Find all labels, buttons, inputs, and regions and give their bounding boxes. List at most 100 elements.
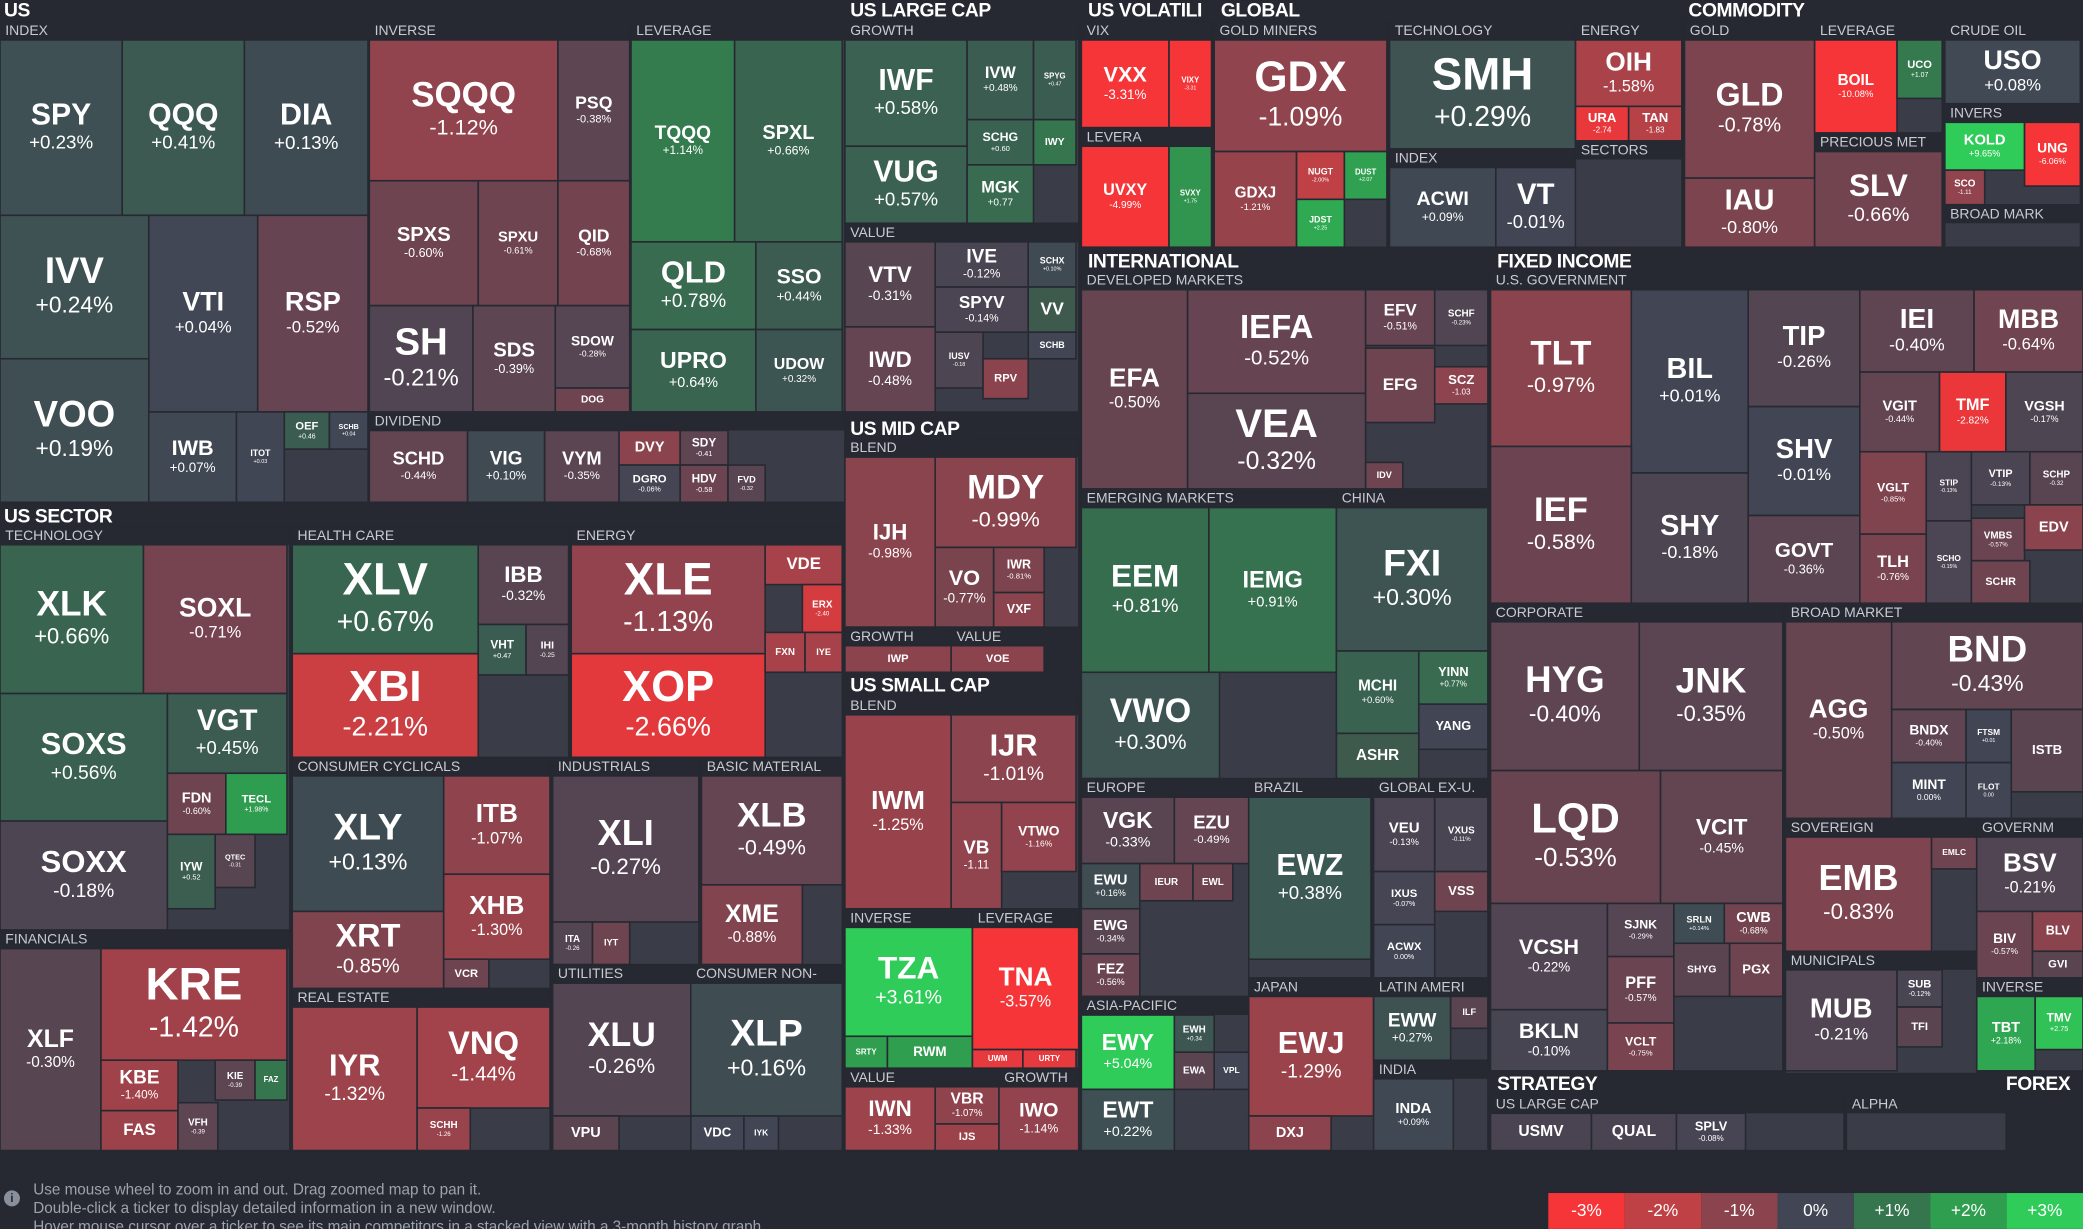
ticker-tile[interactable]: IDV [1364, 461, 1404, 490]
ticker-tile[interactable]: IEUR [1139, 862, 1194, 902]
ticker-tile[interactable]: IJH-0.98% [844, 456, 937, 628]
ticker-tile[interactable]: DVY [618, 429, 681, 466]
ticker-tile[interactable]: SJNK-0.29% [1606, 902, 1675, 958]
ticker-tile[interactable]: VNQ-1.44% [416, 1006, 551, 1109]
ticker-tile[interactable]: IYR-1.32% [291, 1006, 418, 1152]
ticker-tile[interactable]: SVXY+1.75 [1168, 145, 1213, 248]
ticker-tile[interactable]: EWG-0.34% [1080, 907, 1141, 955]
ticker-tile[interactable]: DIA+0.13% [243, 39, 369, 217]
ticker-tile[interactable]: FAZ [254, 1059, 288, 1101]
ticker-tile[interactable]: LQD-0.53% [1489, 769, 1662, 905]
ticker-tile[interactable]: OIH-1.58% [1574, 39, 1683, 108]
ticker-tile[interactable]: GOVT-0.36% [1747, 514, 1861, 605]
ticker-tile[interactable]: FXI+0.30% [1335, 506, 1489, 652]
ticker-tile[interactable]: TAN-1.83 [1627, 105, 1683, 142]
ticker-tile[interactable]: VTWO-1.16% [1000, 801, 1077, 873]
ticker-tile[interactable]: VOE [950, 644, 1045, 674]
ticker-tile[interactable]: SCHX+0.10% [1027, 241, 1077, 288]
ticker-tile[interactable]: IWB+0.07% [147, 411, 238, 504]
ticker-tile[interactable]: AGG-0.50% [1784, 621, 1893, 820]
ticker-tile[interactable]: SDOW-0.28% [554, 304, 631, 389]
ticker-tile[interactable]: IEMG+0.91% [1208, 506, 1338, 674]
ticker-tile[interactable]: SDY-0.41 [679, 429, 729, 466]
ticker-tile[interactable]: KIE-0.39 [214, 1059, 256, 1101]
ticker-tile[interactable]: OEF+0.46 [283, 411, 331, 450]
ticker-tile[interactable]: UWM [971, 1048, 1024, 1069]
ticker-tile[interactable]: UDOW+0.32% [755, 328, 844, 413]
ticker-tile[interactable]: SHYG [1673, 942, 1731, 998]
ticker-tile[interactable]: URTY [1022, 1048, 1077, 1069]
ticker-tile[interactable]: VTIP-0.13% [1970, 450, 2031, 506]
ticker-tile[interactable]: SH-0.21% [368, 304, 474, 413]
ticker-tile[interactable]: HDV-0.58 [679, 464, 729, 504]
ticker-tile[interactable]: IYW+0.52 [166, 833, 217, 910]
ticker-tile[interactable]: EFG [1364, 347, 1436, 424]
ticker-tile[interactable]: VGSH-0.17% [2005, 371, 2083, 453]
ticker-tile[interactable]: HYG-0.40% [1489, 621, 1641, 772]
ticker-tile[interactable]: SRLN +0.14% [1673, 902, 1726, 945]
ticker-tile[interactable]: SOXS+0.56% [0, 692, 169, 822]
ticker-tile[interactable]: VWO+0.30% [1080, 671, 1221, 780]
ticker-tile[interactable]: IBB-0.32% [477, 543, 570, 626]
ticker-tile[interactable]: IWM-1.25% [844, 714, 952, 910]
ticker-tile[interactable]: VXUS-0.11% [1433, 796, 1489, 873]
ticker-tile[interactable]: SCHB [1027, 331, 1077, 360]
ticker-tile[interactable]: USMV [1489, 1112, 1593, 1152]
ticker-tile[interactable]: XLK+0.66% [0, 543, 145, 695]
ticker-tile[interactable]: SCHP-0.32 [2029, 450, 2083, 506]
ticker-tile[interactable]: BLV [2031, 910, 2083, 953]
ticker-tile[interactable]: EMLC [1930, 836, 1978, 870]
ticker-tile[interactable]: TNA-3.57% [971, 926, 1080, 1051]
ticker-tile[interactable]: BSV-0.21% [1975, 836, 2083, 913]
ticker-tile[interactable]: IVE-0.12% [934, 241, 1030, 288]
ticker-tile[interactable]: IEF-0.58% [1489, 445, 1633, 605]
ticker-tile[interactable]: SCHB+0.04 [328, 411, 369, 450]
ticker-tile[interactable]: TQQQ+1.14% [630, 39, 736, 243]
ticker-tile[interactable]: ITOT+0.03 [235, 411, 286, 504]
ticker-tile[interactable]: QUAL [1590, 1112, 1678, 1152]
ticker-tile[interactable]: VV [1027, 286, 1077, 334]
ticker-tile[interactable]: SPYV-0.14% [934, 286, 1030, 334]
ticker-tile[interactable]: SCHH-1.26 [416, 1107, 472, 1152]
ticker-tile[interactable]: KRE-1.42% [100, 947, 288, 1061]
ticker-tile[interactable]: EMB-0.83% [1784, 836, 1933, 953]
ticker-tile[interactable]: IJS [934, 1123, 1000, 1152]
ticker-tile[interactable]: SPLV-0.08% [1675, 1112, 1747, 1152]
ticker-tile[interactable]: XRT-0.85% [291, 910, 445, 990]
ticker-tile[interactable]: ITA-0.26 [551, 921, 594, 966]
ticker-tile[interactable]: SRTY [844, 1035, 889, 1069]
ticker-tile[interactable]: USO+0.08% [1944, 39, 2082, 105]
ticker-tile[interactable]: SCHO-0.15% [1925, 520, 1973, 605]
ticker-tile[interactable]: IWN-1.33% [844, 1085, 937, 1152]
ticker-tile[interactable]: IYT [591, 921, 631, 966]
ticker-tile[interactable]: IEI-0.40% [1859, 288, 1975, 373]
ticker-tile[interactable]: VIXY-3.31 [1168, 39, 1213, 129]
ticker-tile[interactable]: INDA+0.09% [1372, 1077, 1455, 1152]
ticker-tile[interactable]: FEZ-0.56% [1080, 953, 1141, 998]
ticker-tile[interactable]: UNG-6.06% [2023, 121, 2082, 187]
ticker-tile[interactable]: VMBS-0.57% [1970, 517, 2026, 562]
ticker-tile[interactable]: DXJ [1247, 1115, 1332, 1152]
ticker-tile[interactable]: RWM [886, 1035, 974, 1069]
ticker-tile[interactable]: VEU-0.13% [1372, 796, 1436, 873]
ticker-tile[interactable]: PGX [1728, 942, 1784, 998]
ticker-tile[interactable]: TBT+2.18% [1975, 995, 2036, 1072]
ticker-tile[interactable]: VGIT-0.44% [1859, 371, 1941, 453]
ticker-tile[interactable]: JNK-0.35% [1638, 621, 1784, 772]
ticker-tile[interactable]: SLV-0.66% [1813, 150, 1943, 248]
ticker-tile[interactable]: BIV-0.57% [1975, 910, 2034, 979]
ticker-tile[interactable]: VDE [764, 543, 844, 586]
ticker-tile[interactable]: UPRO +0.64% [630, 328, 757, 413]
ticker-tile[interactable]: EWJ-1.29% [1247, 995, 1375, 1117]
ticker-tile[interactable]: BNDX-0.40% [1890, 708, 1967, 764]
ticker-tile[interactable]: SCHR [1970, 559, 2031, 605]
ticker-tile[interactable]: SCZ-1.03 [1433, 365, 1489, 405]
ticker-tile[interactable]: GVI [2031, 950, 2083, 979]
ticker-tile[interactable]: SCHF-0.23% [1433, 288, 1489, 347]
ticker-tile[interactable]: VPL [1213, 1051, 1250, 1091]
ticker-tile[interactable]: IWR-0.81% [992, 546, 1045, 594]
ticker-tile[interactable]: SOXX-0.18% [0, 820, 169, 931]
ticker-tile[interactable]: KBE-1.40% [100, 1059, 179, 1112]
ticker-tile[interactable]: NUGT-2.00% [1295, 150, 1346, 201]
